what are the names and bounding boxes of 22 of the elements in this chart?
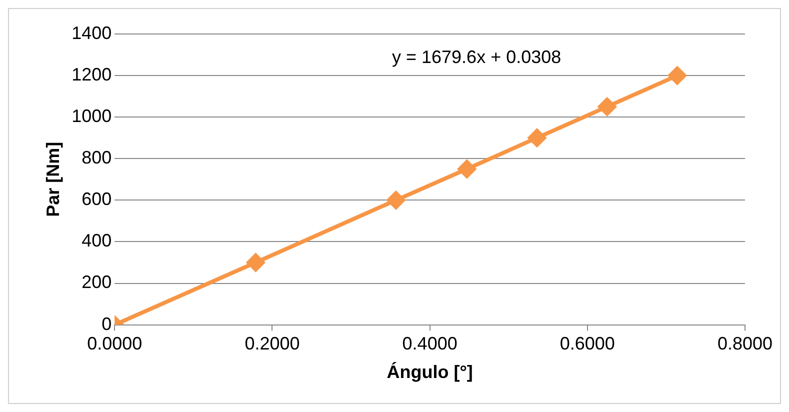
x-tick-label: 0.0000: [87, 334, 142, 354]
x-axis-title: Ángulo [°]: [386, 362, 473, 382]
y-tick-label: 600: [82, 189, 112, 210]
y-tick-label: 200: [82, 272, 112, 292]
point: [668, 66, 686, 85]
y-tick-label: 1200: [72, 64, 112, 85]
x-tick-label: 0.2000: [244, 334, 300, 354]
y-axis-title: Par [Nm]: [42, 142, 63, 217]
y-tick-label: 800: [82, 148, 112, 168]
annotation: y = 1679.6x + 0.0308: [392, 46, 562, 67]
point: [246, 253, 265, 272]
point: [598, 98, 616, 116]
y-tick-label: 0: [102, 314, 112, 334]
point: [386, 191, 405, 210]
x-tick-label: 0.4000: [402, 334, 458, 354]
x-tick-label: 0.8000: [717, 334, 773, 354]
point: [458, 160, 476, 178]
y-tick-label: 1000: [72, 106, 112, 126]
point: [528, 128, 546, 147]
y-tick-label: 400: [82, 230, 112, 251]
y-tick-label: 1400: [72, 22, 112, 43]
x-tick-label: 0.6000: [560, 334, 615, 354]
